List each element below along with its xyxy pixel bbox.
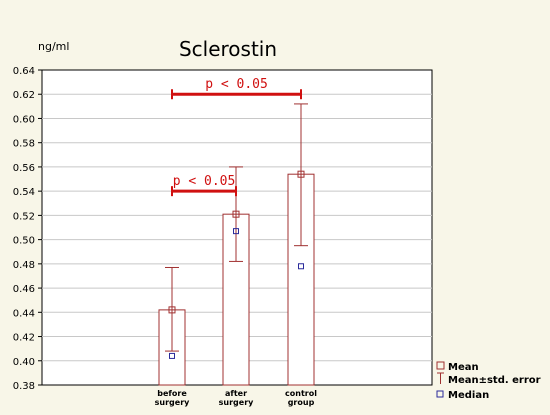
- y-tick-label: 0.52: [13, 211, 35, 222]
- y-tick-label: 0.56: [13, 163, 35, 174]
- y-tick-label: 0.62: [13, 90, 35, 101]
- legend: Mean Mean±std. error Median: [436, 361, 541, 401]
- mean-point: [297, 170, 305, 178]
- y-tick-label: 0.44: [13, 308, 35, 319]
- significance-label: p < 0.05: [205, 77, 268, 92]
- legend-median-icon: [436, 390, 444, 398]
- x-tick-label: surgery: [219, 398, 255, 407]
- y-tick-label: 0.50: [13, 236, 35, 247]
- y-axis: 0.38 0.40 0.42 0.44 0.46 0.48 0.50 0.52 0.54 0.56…: [13, 66, 42, 392]
- x-tick-label: group: [288, 398, 315, 407]
- y-tick-label: 0.48: [13, 260, 35, 271]
- y-tick-label: 0.64: [13, 66, 35, 77]
- mean-point: [168, 306, 176, 314]
- mean-bar: [222, 213, 250, 386]
- significance-label: p < 0.05: [173, 174, 236, 189]
- legend-median-label: Median: [448, 390, 489, 401]
- y-tick-label: 0.54: [13, 187, 35, 198]
- legend-error-label: Mean±std. error: [448, 375, 541, 386]
- x-tick-label: before: [157, 389, 187, 398]
- x-tick-label: control: [285, 389, 317, 398]
- y-tick-label: 0.58: [13, 139, 35, 150]
- mean-point: [232, 210, 240, 218]
- median-point: [169, 352, 175, 359]
- y-tick-label: 0.46: [13, 284, 35, 295]
- y-tick-label: 0.42: [13, 333, 35, 344]
- y-tick-label: 0.38: [13, 381, 35, 392]
- chart-title: Sclerostin: [179, 37, 277, 61]
- median-point: [298, 263, 304, 270]
- bars: [158, 103, 315, 386]
- significance-annotations: p < 0.05 p < 0.05: [171, 77, 302, 197]
- median-point: [233, 228, 239, 235]
- legend-mean-icon: [436, 361, 445, 370]
- x-tick-label: after: [225, 389, 247, 398]
- y-tick-label: 0.60: [13, 114, 35, 125]
- legend-mean-label: Mean: [448, 362, 479, 373]
- x-tick-label: surgery: [155, 398, 191, 407]
- y-tick-label: 0.40: [13, 357, 35, 368]
- y-axis-unit-label: ng/ml: [38, 40, 69, 53]
